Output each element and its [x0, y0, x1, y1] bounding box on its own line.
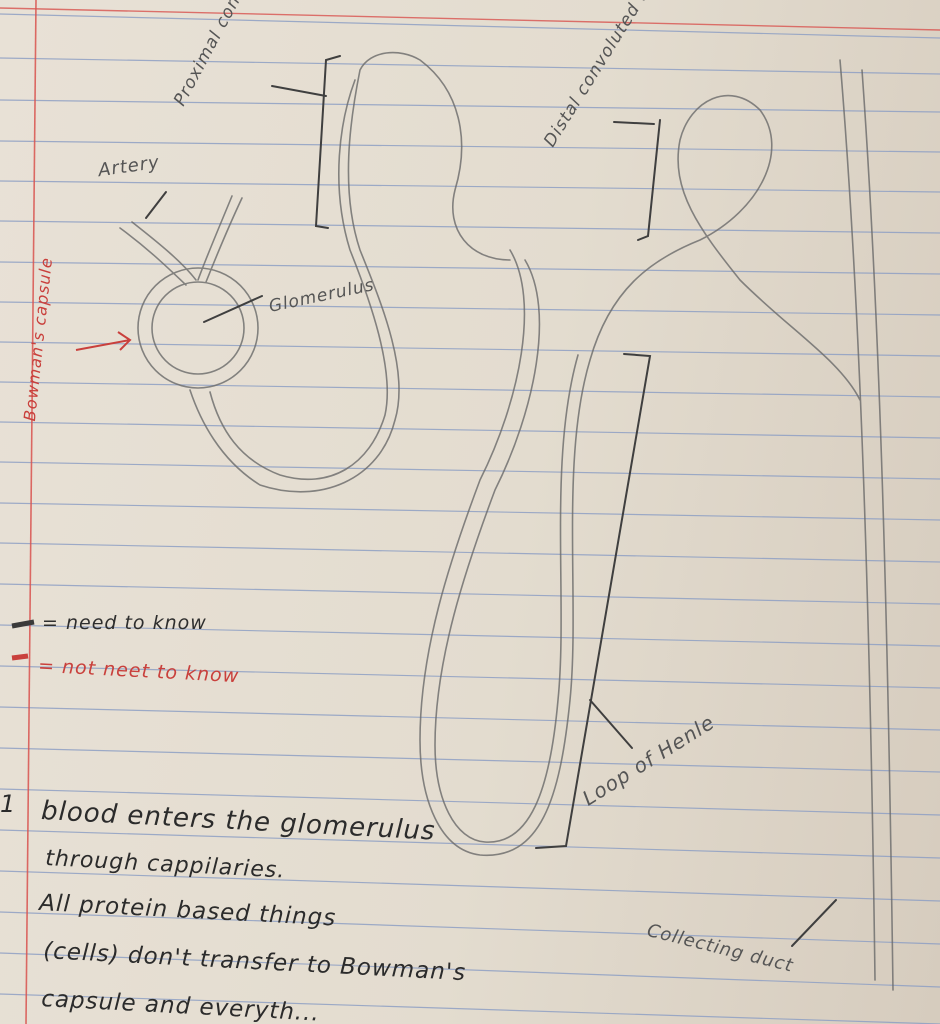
proximal-arrow: [271, 85, 327, 97]
distal-bracket: [637, 119, 661, 241]
proximal-bracket: [314, 55, 341, 229]
bowmans-capsule-outline: [137, 267, 259, 389]
glomerulus-outline: [151, 281, 245, 375]
glomerulus-arrow: [203, 295, 263, 323]
loop-bracket: [535, 353, 652, 849]
key-red-mark: [11, 653, 29, 661]
bowmans-arrow: [75, 331, 132, 351]
note-number: 1: [0, 790, 17, 818]
key-pencil-mark: [11, 619, 35, 629]
artery-arrow: [145, 191, 167, 219]
distal-arrow: [613, 121, 655, 125]
key-need-to-know: = need to know: [42, 612, 207, 634]
collecting-arrow: [791, 899, 837, 947]
loop-arrow: [589, 699, 633, 749]
